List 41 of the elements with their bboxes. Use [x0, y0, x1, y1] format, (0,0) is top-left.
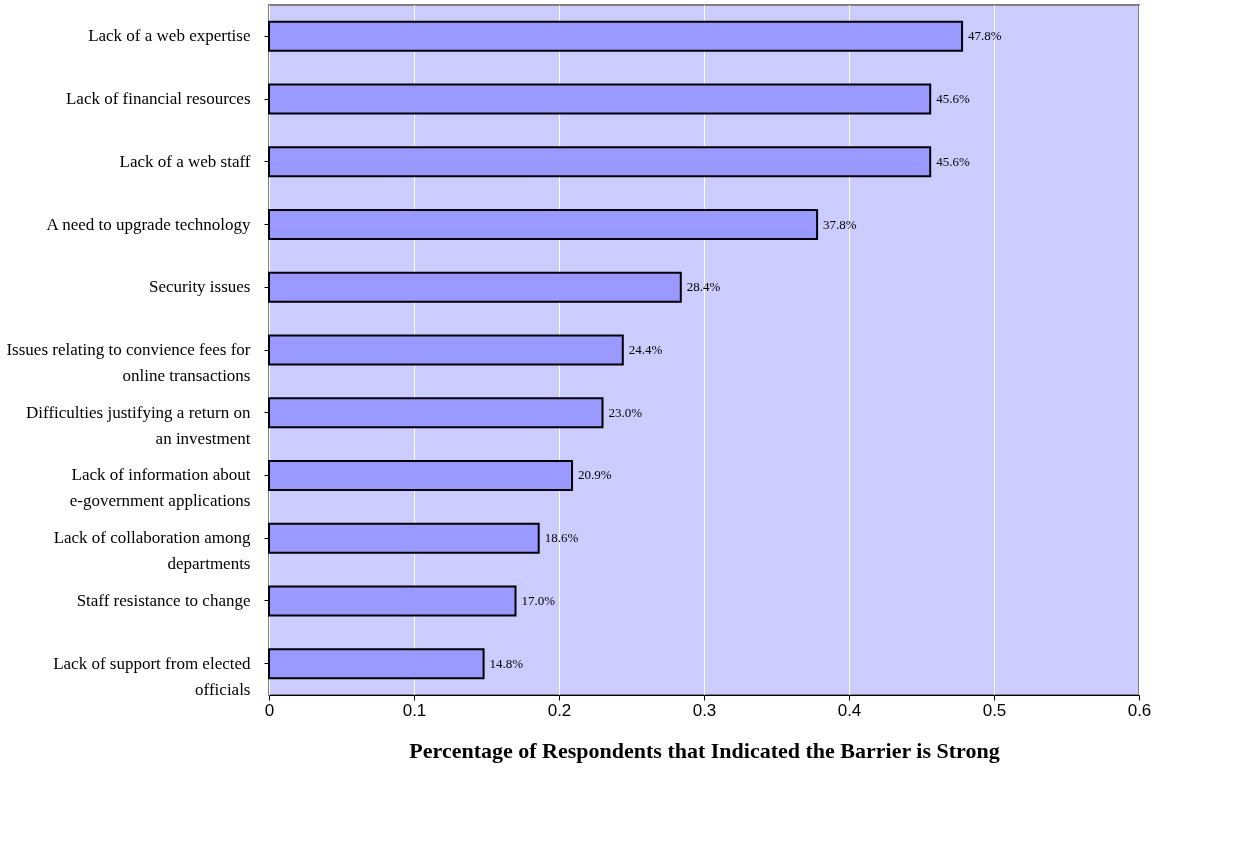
bar: [268, 585, 517, 617]
data-label: 37.8%: [823, 216, 857, 232]
y-tick-label: Staff resistance to change: [76, 590, 251, 610]
data-label: 45.6%: [936, 153, 970, 169]
data-label: 45.6%: [936, 91, 970, 107]
data-label: 18.6%: [544, 530, 579, 546]
y-tick-label: Lack of collaboration among departments: [53, 528, 251, 574]
bar: [268, 522, 540, 554]
y-tick-label: Difficulties justifying a return on an investment: [26, 402, 251, 448]
data-label: 20.9%: [578, 467, 612, 483]
x-tick-label: 0.4: [837, 700, 862, 720]
bar: [268, 271, 682, 303]
x-tick-label: 0.6: [1127, 700, 1152, 720]
bar: [268, 20, 964, 52]
x-tick-label: 0.2: [547, 700, 572, 720]
data-label: 17.0%: [521, 592, 556, 608]
y-tick-label: Security issues: [148, 277, 251, 297]
bar: [268, 209, 819, 241]
x-tick-label: 0.3: [692, 700, 717, 720]
bar: [268, 459, 574, 491]
y-tick-label: Lack of support from elected officials: [53, 653, 251, 699]
bar: [268, 334, 624, 366]
y-tick-label: A need to upgrade technology: [46, 214, 251, 234]
data-label: 28.4%: [686, 279, 721, 295]
data-label: 14.8%: [489, 655, 524, 671]
x-tick-label: 0: [264, 700, 275, 720]
data-label: 23.0%: [608, 404, 643, 420]
data-label: 47.8%: [968, 28, 1002, 44]
bar: [268, 83, 932, 115]
y-tick-label: Lack of financial resources: [65, 89, 251, 109]
y-tick-label: Lack of a web expertise: [88, 26, 251, 46]
x-axis-title: Percentage of Respondents that Indicated the Barrier is Strong: [409, 737, 1000, 763]
y-tick-label: Lack of a web staff: [119, 151, 251, 171]
bar: [268, 648, 485, 680]
bar: [268, 146, 932, 178]
y-tick-label: Issues relating to convience fees for online transactions: [6, 340, 251, 385]
data-label: 24.4%: [628, 342, 663, 357]
y-tick-label: Lack of information about e-government applications: [69, 465, 251, 511]
x-tick-label: 0.5: [982, 700, 1007, 720]
bar: [268, 397, 604, 429]
x-tick-label: 0.1: [402, 700, 427, 720]
